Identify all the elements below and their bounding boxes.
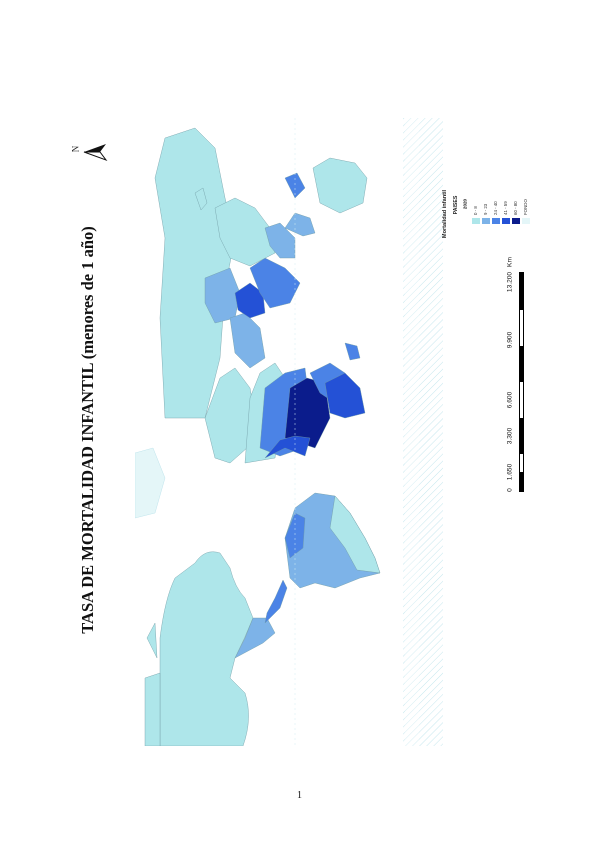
- map-title: TASA DE MORTALIDAD INFANTIL (menores de …: [78, 226, 97, 634]
- philippines-png: [284, 172, 306, 199]
- scale-unit: Km: [506, 257, 514, 267]
- world-map: [134, 118, 445, 747]
- legend-swatch: [482, 218, 490, 224]
- page-number: 1: [297, 790, 302, 801]
- indonesia: [284, 212, 316, 237]
- legend-year: 2020: [462, 198, 468, 210]
- scale-label: 1.650: [506, 463, 514, 481]
- legend-swatch: [502, 218, 510, 224]
- north-arrow: N: [70, 140, 110, 164]
- australia: [312, 157, 368, 214]
- scale-label: 13.200: [506, 271, 514, 293]
- legend-label: FONDO: [523, 199, 528, 215]
- legend-swatch: [512, 218, 520, 224]
- scale-bar-graphic: [519, 272, 524, 492]
- central-america: [264, 579, 288, 624]
- scale-label: 9.900: [506, 331, 514, 349]
- legend-swatch: [472, 218, 480, 224]
- africa-south: [324, 372, 366, 419]
- legend-subtitle: PAISES: [453, 195, 459, 215]
- legend-swatch: [492, 218, 500, 224]
- world-map-svg: [134, 118, 443, 747]
- scale-label: 6.600: [506, 391, 514, 409]
- andes-north: [284, 512, 306, 559]
- legend-label: 0 - 8: [473, 206, 478, 215]
- europe: [204, 367, 256, 464]
- legend-label: 9 - 23: [483, 203, 488, 215]
- china: [214, 197, 276, 267]
- scale-bar: [505, 270, 535, 500]
- antarctica-hatch: [403, 118, 443, 746]
- scale-label: 0: [506, 488, 514, 492]
- north-label: N: [70, 145, 81, 153]
- legend-label: 41 - 59: [503, 201, 508, 215]
- russia: [154, 127, 236, 419]
- scale-label: 3.300: [506, 427, 514, 445]
- pakistan-afghanistan: [234, 282, 266, 319]
- legend-label: 60 - 80: [513, 201, 518, 215]
- north-america: [159, 551, 254, 747]
- south-pole-hatch: [405, 118, 419, 746]
- legend-title: Mortalidad infantil: [442, 189, 448, 239]
- legend-swatch: [522, 218, 530, 224]
- africa-west: [264, 435, 311, 459]
- north-arrow-icon: [83, 144, 108, 162]
- madagascar: [344, 342, 361, 361]
- brazil-east: [329, 495, 381, 574]
- middle-east: [229, 312, 266, 369]
- greenland: [134, 447, 166, 519]
- canada-islands: [144, 622, 161, 747]
- japan: [194, 187, 208, 211]
- legend-label: 24 - 40: [493, 201, 498, 215]
